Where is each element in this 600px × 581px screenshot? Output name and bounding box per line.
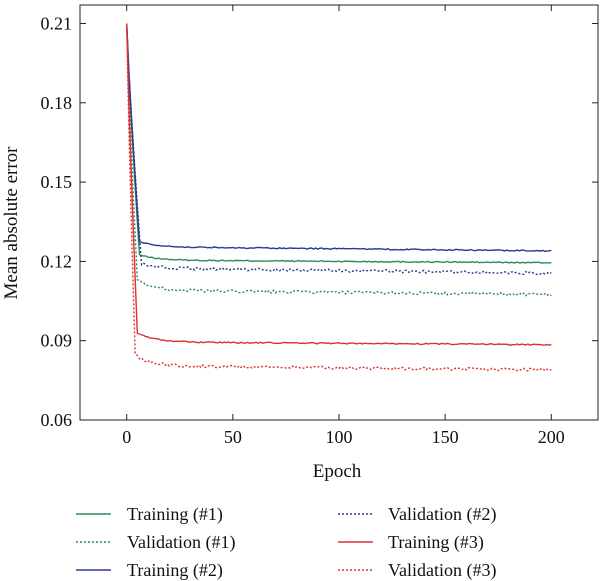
y-tick-label: 0.09 <box>41 331 73 351</box>
legend-label: Training (#1) <box>127 504 223 525</box>
plot-area <box>79 4 599 421</box>
series-line-1 <box>126 23 552 264</box>
legend-label: Training (#3) <box>388 532 484 553</box>
legend-label: Validation (#2) <box>388 504 496 525</box>
x-tick-label: 100 <box>326 427 353 447</box>
series-line-3 <box>126 23 552 253</box>
legend-label: Validation (#3) <box>388 560 496 581</box>
series-line-6 <box>126 23 552 372</box>
x-axis-label: Epoch <box>313 461 362 482</box>
y-axis-label: Mean absolute error <box>1 146 22 300</box>
y-tick-label: 0.06 <box>41 410 73 430</box>
series-line-4 <box>126 23 552 276</box>
legend-label: Validation (#1) <box>127 532 235 553</box>
legend: Training (#1) Validation (#1) Training (#2… <box>76 504 496 581</box>
y-tick-label: 0.18 <box>41 93 73 113</box>
x-tick-label: 150 <box>432 427 459 447</box>
legend-label: Training (#2) <box>127 560 223 581</box>
y-tick-label: 0.15 <box>41 172 73 192</box>
y-tick-label: 0.21 <box>41 14 73 34</box>
y-tick-label: 0.12 <box>41 251 73 271</box>
series-line-2 <box>126 23 552 297</box>
series-line-5 <box>126 23 552 346</box>
x-tick-label: 0 <box>122 427 131 447</box>
x-tick-label: 200 <box>538 427 565 447</box>
x-tick-label: 50 <box>224 427 242 447</box>
